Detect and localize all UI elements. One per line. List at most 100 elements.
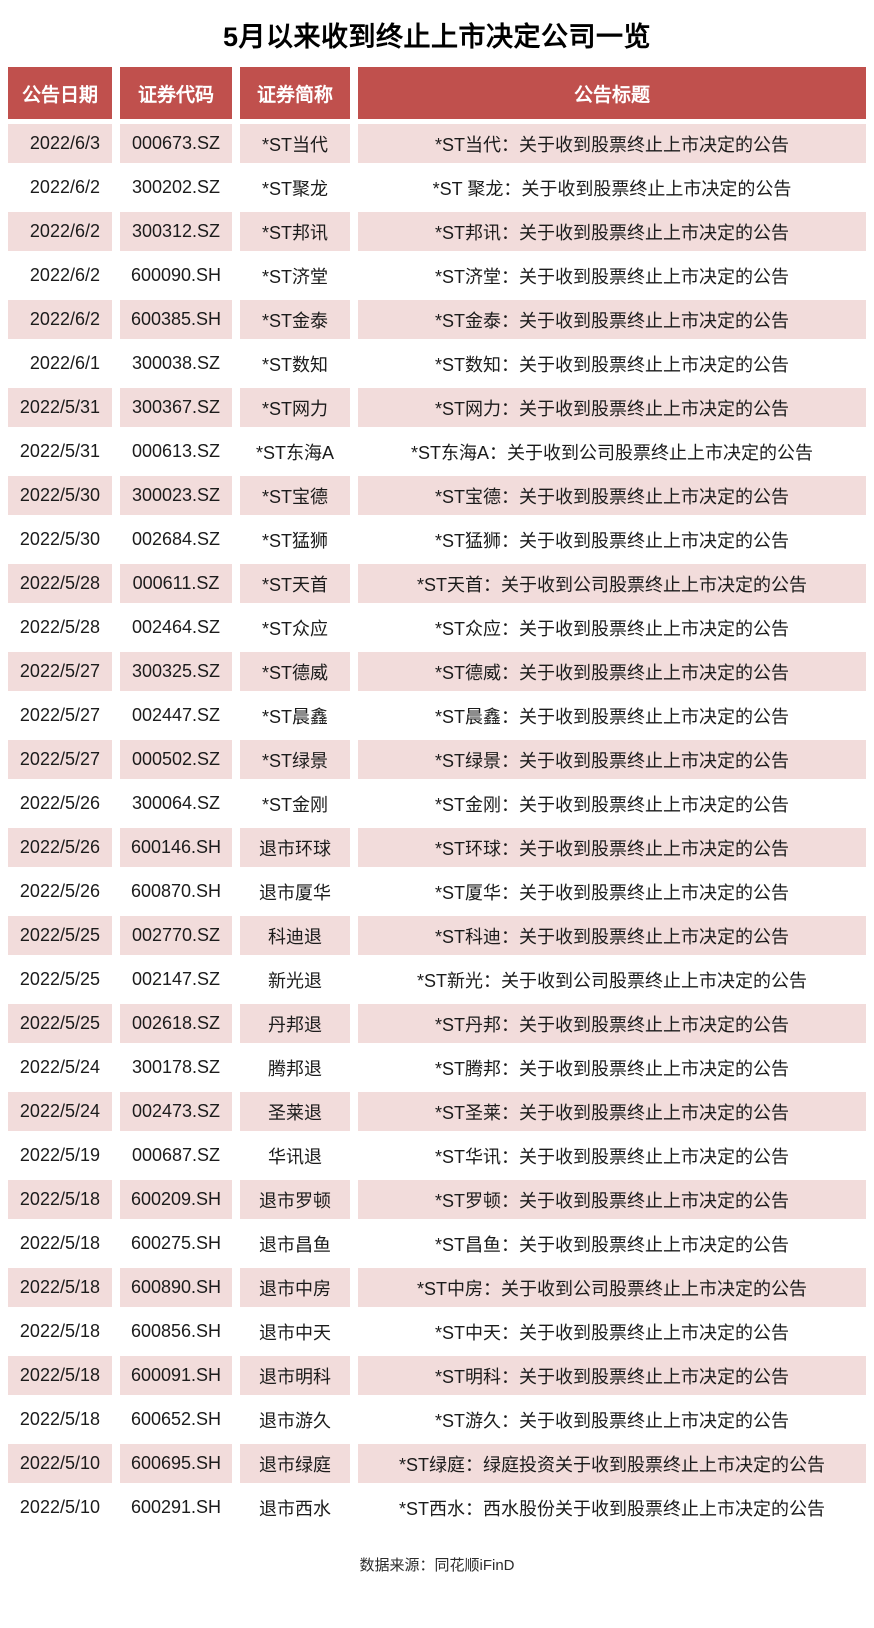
cell-name: 退市中天 — [240, 1312, 350, 1351]
cell-name: *ST网力 — [240, 388, 350, 427]
cell-title: *ST游久：关于收到股票终止上市决定的公告 — [358, 1400, 866, 1439]
cell-title: *ST金泰：关于收到股票终止上市决定的公告 — [358, 300, 866, 339]
table-row: 2022/5/27 002447.SZ *ST晨鑫 *ST晨鑫：关于收到股票终止上市决… — [8, 696, 866, 735]
table-row: 2022/5/25 002770.SZ 科迪退 *ST科迪：关于收到股票终止上市决定的… — [8, 916, 866, 955]
cell-date: 2022/5/18 — [8, 1312, 112, 1351]
cell-code: 300202.SZ — [120, 168, 232, 207]
table-row: 2022/5/18 600275.SH 退市昌鱼 *ST昌鱼：关于收到股票终止上市决定… — [8, 1224, 866, 1263]
cell-code: 600652.SH — [120, 1400, 232, 1439]
cell-code: 002770.SZ — [120, 916, 232, 955]
table-row: 2022/5/24 002473.SZ 圣莱退 *ST圣莱：关于收到股票终止上市决定的… — [8, 1092, 866, 1131]
cell-title: *ST绿庭：绿庭投资关于收到股票终止上市决定的公告 — [358, 1444, 866, 1483]
table-row: 2022/5/30 002684.SZ *ST猛狮 *ST猛狮：关于收到股票终止上市决… — [8, 520, 866, 559]
cell-code: 000502.SZ — [120, 740, 232, 779]
table-row: 2022/5/31 300367.SZ *ST网力 *ST网力：关于收到股票终止上市决… — [8, 388, 866, 427]
table-row: 2022/5/25 002147.SZ 新光退 *ST新光：关于收到公司股票终止上市决… — [8, 960, 866, 999]
cell-date: 2022/5/25 — [8, 1004, 112, 1043]
cell-date: 2022/5/10 — [8, 1444, 112, 1483]
cell-date: 2022/5/18 — [8, 1180, 112, 1219]
cell-code: 300038.SZ — [120, 344, 232, 383]
cell-code: 300178.SZ — [120, 1048, 232, 1087]
table-row: 2022/5/26 600870.SH 退市厦华 *ST厦华：关于收到股票终止上市决定… — [8, 872, 866, 911]
cell-name: *ST邦讯 — [240, 212, 350, 251]
table-row: 2022/5/31 000613.SZ *ST东海A *ST东海A：关于收到公司股票终… — [8, 432, 866, 471]
cell-title: *ST西水：西水股份关于收到股票终止上市决定的公告 — [358, 1488, 866, 1527]
cell-title: *ST东海A：关于收到公司股票终止上市决定的公告 — [358, 432, 866, 471]
cell-date: 2022/6/2 — [8, 168, 112, 207]
cell-title: *ST众应：关于收到股票终止上市决定的公告 — [358, 608, 866, 647]
cell-title: *ST明科：关于收到股票终止上市决定的公告 — [358, 1356, 866, 1395]
cell-title: *ST绿景：关于收到股票终止上市决定的公告 — [358, 740, 866, 779]
cell-date: 2022/5/18 — [8, 1268, 112, 1307]
cell-date: 2022/5/27 — [8, 696, 112, 735]
cell-title: *ST济堂：关于收到股票终止上市决定的公告 — [358, 256, 866, 295]
cell-date: 2022/5/24 — [8, 1048, 112, 1087]
cell-title: *ST晨鑫：关于收到股票终止上市决定的公告 — [358, 696, 866, 735]
table-row: 2022/5/18 600652.SH 退市游久 *ST游久：关于收到股票终止上市决定… — [8, 1400, 866, 1439]
table-row: 2022/5/19 000687.SZ 华讯退 *ST华讯：关于收到股票终止上市决定的… — [8, 1136, 866, 1175]
cell-name: 圣莱退 — [240, 1092, 350, 1131]
cell-date: 2022/5/26 — [8, 784, 112, 823]
cell-name: *ST聚龙 — [240, 168, 350, 207]
table-row: 2022/5/30 300023.SZ *ST宝德 *ST宝德：关于收到股票终止上市决… — [8, 476, 866, 515]
cell-code: 600890.SH — [120, 1268, 232, 1307]
cell-date: 2022/5/18 — [8, 1224, 112, 1263]
table-row: 2022/6/2 600090.SH *ST济堂 *ST济堂：关于收到股票终止上市决定… — [8, 256, 866, 295]
cell-title: *ST中房：关于收到公司股票终止上市决定的公告 — [358, 1268, 866, 1307]
cell-title: *ST天首：关于收到公司股票终止上市决定的公告 — [358, 564, 866, 603]
cell-date: 2022/5/28 — [8, 564, 112, 603]
table-row: 2022/5/18 600091.SH 退市明科 *ST明科：关于收到股票终止上市决定… — [8, 1356, 866, 1395]
cell-code: 002464.SZ — [120, 608, 232, 647]
cell-date: 2022/6/1 — [8, 344, 112, 383]
delisting-table: 公告日期 证券代码 证券简称 公告标题 2022/6/3 000673.SZ *ST… — [0, 62, 874, 1532]
cell-title: *ST中天：关于收到股票终止上市决定的公告 — [358, 1312, 866, 1351]
cell-code: 002684.SZ — [120, 520, 232, 559]
table-row: 2022/5/18 600890.SH 退市中房 *ST中房：关于收到公司股票终止上市… — [8, 1268, 866, 1307]
cell-date: 2022/6/3 — [8, 124, 112, 163]
cell-name: *ST绿景 — [240, 740, 350, 779]
cell-name: 退市厦华 — [240, 872, 350, 911]
cell-code: 600209.SH — [120, 1180, 232, 1219]
cell-code: 300064.SZ — [120, 784, 232, 823]
cell-code: 300367.SZ — [120, 388, 232, 427]
cell-date: 2022/5/19 — [8, 1136, 112, 1175]
cell-title: *ST邦讯：关于收到股票终止上市决定的公告 — [358, 212, 866, 251]
table-row: 2022/5/28 000611.SZ *ST天首 *ST天首：关于收到公司股票终止上… — [8, 564, 866, 603]
cell-code: 300325.SZ — [120, 652, 232, 691]
cell-date: 2022/5/30 — [8, 520, 112, 559]
cell-name: 退市昌鱼 — [240, 1224, 350, 1263]
table-row: 2022/6/2 600385.SH *ST金泰 *ST金泰：关于收到股票终止上市决定… — [8, 300, 866, 339]
cell-title: *ST金刚：关于收到股票终止上市决定的公告 — [358, 784, 866, 823]
cell-date: 2022/5/24 — [8, 1092, 112, 1131]
cell-date: 2022/5/27 — [8, 740, 112, 779]
cell-name: *ST众应 — [240, 608, 350, 647]
table-row: 2022/5/26 600146.SH 退市环球 *ST环球：关于收到股票终止上市决定… — [8, 828, 866, 867]
cell-title: *ST网力：关于收到股票终止上市决定的公告 — [358, 388, 866, 427]
cell-date: 2022/5/25 — [8, 960, 112, 999]
page-title: 5月以来收到终止上市决定公司一览 — [222, 22, 651, 52]
column-header-security-code: 证券代码 — [120, 67, 232, 119]
cell-name: 退市游久 — [240, 1400, 350, 1439]
cell-date: 2022/5/28 — [8, 608, 112, 647]
cell-date: 2022/6/2 — [8, 212, 112, 251]
cell-name: *ST金泰 — [240, 300, 350, 339]
table-row: 2022/5/10 600291.SH 退市西水 *ST西水：西水股份关于收到股票终止… — [8, 1488, 866, 1527]
cell-code: 600091.SH — [120, 1356, 232, 1395]
cell-code: 600870.SH — [120, 872, 232, 911]
cell-title: *ST德威：关于收到股票终止上市决定的公告 — [358, 652, 866, 691]
data-source-note: 数据来源：同花顺iFinD — [359, 1557, 515, 1574]
cell-code: 002447.SZ — [120, 696, 232, 735]
cell-code: 000611.SZ — [120, 564, 232, 603]
cell-code: 600275.SH — [120, 1224, 232, 1263]
table-header-row: 公告日期 证券代码 证券简称 公告标题 — [8, 67, 866, 119]
cell-name: 退市西水 — [240, 1488, 350, 1527]
cell-code: 002147.SZ — [120, 960, 232, 999]
cell-name: *ST东海A — [240, 432, 350, 471]
table-row: 2022/5/18 600856.SH 退市中天 *ST中天：关于收到股票终止上市决定… — [8, 1312, 866, 1351]
cell-code: 600856.SH — [120, 1312, 232, 1351]
table-row: 2022/6/2 300202.SZ *ST聚龙 *ST 聚龙：关于收到股票终止上市决… — [8, 168, 866, 207]
cell-name: 科迪退 — [240, 916, 350, 955]
cell-title: *ST昌鱼：关于收到股票终止上市决定的公告 — [358, 1224, 866, 1263]
cell-name: 退市罗顿 — [240, 1180, 350, 1219]
table-row: 2022/5/27 300325.SZ *ST德威 *ST德威：关于收到股票终止上市决… — [8, 652, 866, 691]
